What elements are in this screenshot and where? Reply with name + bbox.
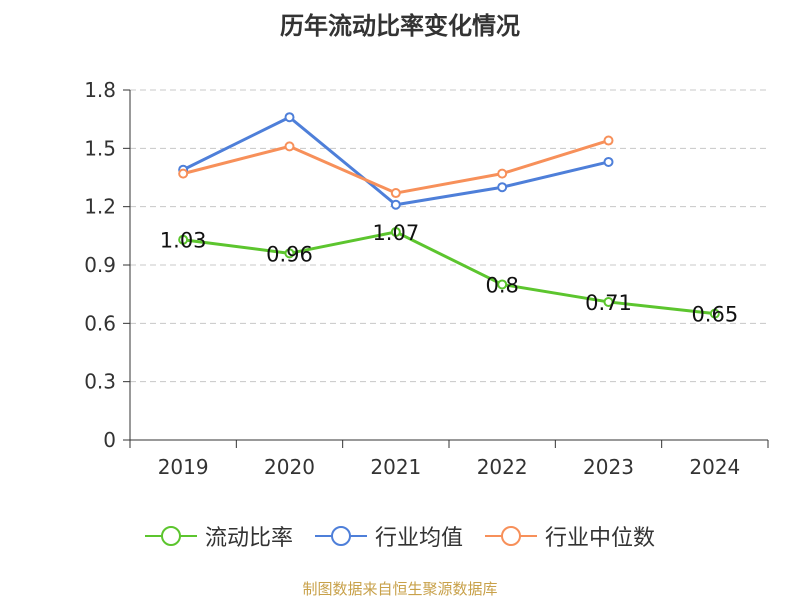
data-label: 1.07	[372, 221, 419, 245]
data-label: 0.65	[691, 303, 738, 327]
data-point	[603, 156, 614, 167]
data-point	[497, 279, 508, 290]
data-label: 0.71	[585, 291, 632, 315]
y-tick-label: 0	[103, 428, 116, 452]
data-point	[709, 308, 720, 319]
data-label: 0.96	[266, 242, 313, 266]
y-tick-label: 0.9	[84, 253, 116, 277]
legend: 流动比率 行业均值 行业中位数	[0, 520, 800, 552]
x-tick-label: 2023	[583, 455, 634, 479]
y-tick-label: 0.6	[84, 311, 116, 335]
legend-label-industry-mean: 行业均值	[374, 526, 463, 551]
legend-label-current-ratio: 流动比率	[204, 526, 293, 551]
data-point	[178, 234, 189, 245]
legend-item-industry-mean[interactable]: 行业均值	[314, 520, 463, 552]
legend-swatch-industry-mean	[314, 526, 367, 546]
data-label: 0.8	[485, 273, 518, 297]
x-tick-label: 2021	[370, 455, 421, 479]
data-point	[178, 168, 189, 179]
data-label: 1.03	[160, 229, 207, 253]
legend-swatch-industry-median	[485, 526, 537, 546]
legend-swatch-current-ratio	[144, 526, 197, 546]
series-line	[182, 230, 715, 316]
y-tick-label: 0.3	[84, 370, 116, 394]
data-point	[284, 248, 295, 259]
y-tick-label: 1.2	[84, 195, 116, 219]
y-tick-label: 1.5	[84, 136, 116, 160]
data-point	[284, 112, 295, 123]
data-point	[284, 141, 295, 152]
x-tick-label: 2024	[689, 455, 740, 479]
data-point	[390, 199, 401, 210]
legend-item-current-ratio[interactable]: 流动比率	[144, 520, 293, 552]
data-source-note: 制图数据来自恒生聚源数据库	[302, 580, 498, 598]
data-point	[390, 226, 401, 237]
data-point	[390, 188, 401, 199]
y-tick-label: 1.8	[84, 78, 116, 102]
data-point	[497, 168, 508, 179]
x-tick-label: 2019	[158, 455, 209, 479]
x-tick-label: 2020	[264, 455, 315, 479]
legend-item-industry-median[interactable]: 行业中位数	[485, 520, 655, 552]
chart-title: 历年流动比率变化情况	[280, 12, 520, 40]
x-tick-label: 2022	[477, 455, 528, 479]
legend-label-industry-median: 行业中位数	[545, 526, 656, 551]
data-point	[497, 182, 508, 193]
data-point	[603, 135, 614, 146]
data-point	[603, 296, 614, 307]
